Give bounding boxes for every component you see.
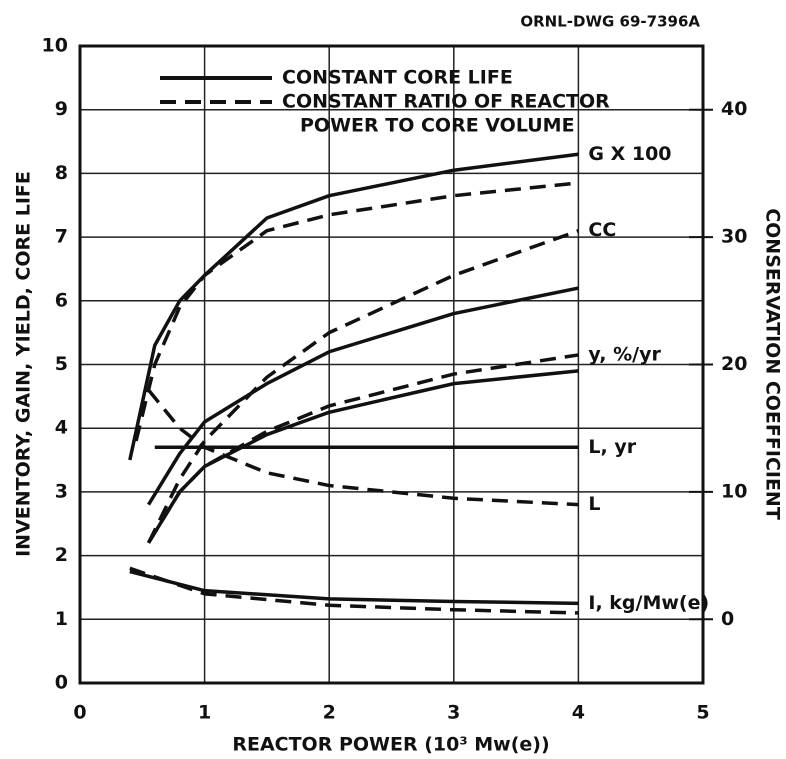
legend-label: CONSTANT RATIO OF REACTOR: [282, 91, 610, 113]
y-tick-label: 1: [55, 608, 68, 630]
curve-label: I, kg/Mw(e): [588, 592, 709, 614]
series-line: [129, 569, 579, 606]
curve-label: G X 100: [588, 143, 671, 165]
drawing-number: ORNL-DWG 69-7396A: [520, 13, 700, 31]
y2-tick-label: 0: [721, 608, 734, 630]
series-line: [147, 353, 579, 544]
curve-label: y, %/yr: [588, 343, 661, 365]
x-tick-label: 1: [198, 702, 211, 724]
series-line: [146, 229, 579, 544]
y-tick-label: 6: [55, 289, 68, 311]
series-line: [147, 286, 579, 506]
y2-tick-label: 40: [721, 98, 747, 120]
y-axis-label: INVENTORY, GAIN, YIELD, CORE LIFE: [13, 171, 35, 557]
y-tick-label: 10: [42, 35, 68, 57]
series-line: [147, 388, 579, 507]
x-tick-label: 4: [572, 702, 585, 724]
curve-label: CC: [588, 219, 616, 241]
y-tick-label: 0: [55, 672, 68, 694]
curve-label: L, yr: [588, 436, 636, 458]
y-tick-label: 2: [55, 544, 68, 566]
legend-label: POWER TO CORE VOLUME: [300, 115, 575, 137]
y-tick-label: 9: [55, 98, 68, 120]
series-line: [128, 152, 579, 461]
series-line: [129, 566, 579, 615]
x-tick-label: 3: [447, 702, 460, 724]
x-tick-label: 5: [696, 702, 709, 724]
legend-label: CONSTANT CORE LIFE: [282, 67, 513, 89]
series-line: [147, 369, 579, 544]
y2-tick-label: 20: [721, 353, 747, 375]
x-axis-label: REACTOR POWER (10³ Mw(e)): [232, 734, 549, 756]
plot-frame: [78, 44, 705, 685]
series-line: [134, 181, 579, 442]
y2-tick-label: 30: [721, 226, 747, 248]
y-tick-label: 3: [55, 480, 68, 502]
y-tick-label: 4: [55, 417, 68, 439]
x-tick-label: 2: [323, 702, 336, 724]
y2-axis-label: CONSERVATION COEFFICIENT: [762, 208, 784, 520]
y-tick-label: 5: [55, 353, 68, 375]
y2-tick-label: 10: [721, 480, 747, 502]
x-tick-label: 0: [73, 702, 86, 724]
y-tick-label: 7: [55, 226, 68, 248]
curve-label: L: [588, 493, 600, 515]
y-tick-label: 8: [55, 162, 68, 184]
